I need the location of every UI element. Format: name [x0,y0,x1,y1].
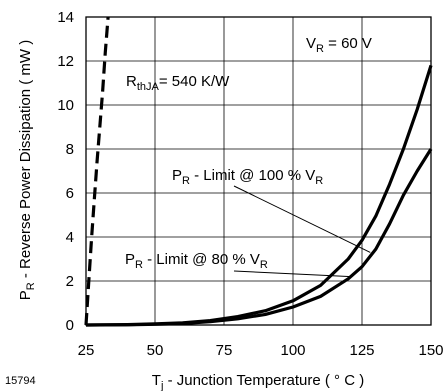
x-tick-label: 125 [349,342,374,359]
series-line-3 [85,148,433,327]
x-tick-label: 75 [216,342,233,359]
annotation-limit-100: PR - Limit @ 100 % VR [172,167,323,187]
y-tick-label: 14 [57,9,74,26]
y-tick-labels: 0 2 4 6 8 10 12 14 [57,9,74,334]
y-tick-label: 10 [57,97,74,114]
x-axis-title: Tj - Junction Temperature ( ° C ) [152,372,364,391]
y-tick-label: 12 [57,53,74,70]
annotation-limit-80: PR - Limit @ 80 % VR [125,251,268,271]
y-tick-label: 0 [66,317,74,334]
figure-id: 15794 [5,375,36,387]
y-tick-label: 6 [66,185,74,202]
annotation-vr: VR = 60 V [306,35,372,55]
y-axis-title: PR - Reverse Power Dissipation ( mW ) [17,40,37,301]
plot-frame [85,16,432,326]
y-tick-label: 2 [66,273,74,290]
x-tick-labels: 25 50 75 100 125 150 [78,342,444,359]
annotation-leader-lines [233,185,371,278]
y-tick-label: 8 [66,141,74,158]
leader-line-80 [233,270,351,278]
x-tick-label: 100 [280,342,305,359]
y-tick-label: 4 [66,229,74,246]
leader-line-100 [233,185,371,253]
x-tick-label: 150 [418,342,443,359]
x-tick-label: 25 [78,342,95,359]
series-line-1 [84,16,110,326]
series-line-2 [85,64,433,327]
annotation-rthja: RthJA= 540 K/W [126,73,230,93]
series-lines [84,16,433,327]
x-tick-label: 50 [147,342,164,359]
